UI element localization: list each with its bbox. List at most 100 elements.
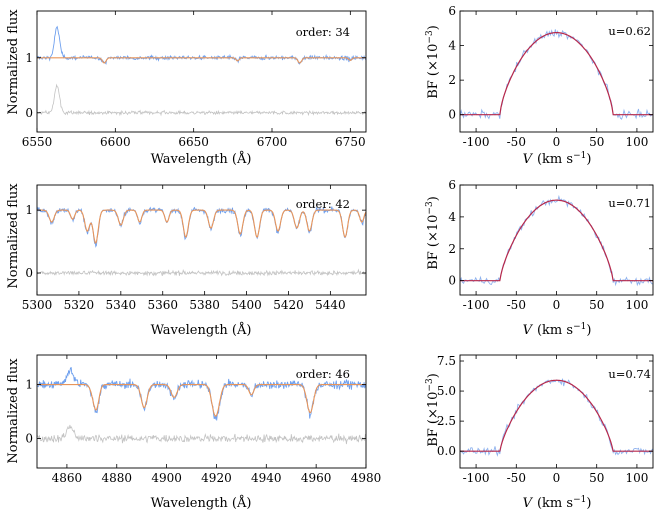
panel-annotation: u=0.62 xyxy=(608,24,651,38)
y-tick-label: 4 xyxy=(448,39,456,53)
right-ylabel-close: ) xyxy=(426,196,441,201)
x-tick-label: 4900 xyxy=(151,471,182,485)
y-tick-label: 1 xyxy=(25,51,33,65)
x-tick-label: 50 xyxy=(589,471,604,485)
y-tick-label: 7.5 xyxy=(437,354,456,368)
right-xlabel-var: V xyxy=(523,496,534,511)
right-xlabel-exp: −1 xyxy=(573,495,586,505)
x-tick-label: 100 xyxy=(625,135,648,149)
x-tick-label: -100 xyxy=(463,135,490,149)
right-xlabel-row2: V (km s−1) xyxy=(523,322,592,338)
spectrum-order-34: 6550 6600 6650 6700 6750 0 1 order: 34 xyxy=(22,10,367,149)
broadening-function-3: -100 -50 0 50 100 0.0 2.5 5.0 7.5 u=0.74 xyxy=(437,354,654,485)
svg-text:V(km s−1): V (km s−1) xyxy=(523,322,592,338)
x-tick-label: 4960 xyxy=(301,471,332,485)
x-tick-label: 5300 xyxy=(22,298,53,312)
x-tick-label: 5420 xyxy=(273,298,304,312)
right-ylabel-exp: −3 xyxy=(425,378,435,392)
x-tick-label: 6700 xyxy=(257,135,288,149)
x-tick-label: 5320 xyxy=(64,298,95,312)
bf-model-series xyxy=(460,32,653,116)
bf-observed-series xyxy=(460,194,653,287)
panel-annotation: u=0.74 xyxy=(608,367,651,381)
right-ylabel-row3: BF (×10−3) xyxy=(425,373,441,447)
y-tick-label: 5.0 xyxy=(437,384,456,398)
right-xlabel-unit: (km s xyxy=(537,323,573,338)
panel-annotation: u=0.71 xyxy=(608,196,651,210)
right-xlabel-close: ) xyxy=(586,152,591,167)
svg-text:BF (×10−3): BF (×10−3) xyxy=(425,373,441,447)
broadening-function-1: -100 -50 0 50 100 0 2 4 6 u=0.62 xyxy=(448,4,654,149)
right-ylabel-row1: BF (×10−3) xyxy=(425,25,441,99)
y-tick-label: 1 xyxy=(25,203,33,217)
plot-area xyxy=(37,206,366,277)
right-xlabel-exp: −1 xyxy=(573,322,586,332)
x-tick-label: 0 xyxy=(553,471,561,485)
spectrum-order-42: 5300 5320 5340 5360 5380 5400 5420 5440 0 1 order:… xyxy=(22,184,367,312)
right-xlabel-var: V xyxy=(523,323,534,338)
x-tick-label: 4920 xyxy=(201,471,232,485)
x-tick-label: -100 xyxy=(463,471,490,485)
y-tick-label: 0 xyxy=(448,108,456,122)
y-tick-label: 2 xyxy=(448,73,456,87)
x-tick-label: 6650 xyxy=(178,135,209,149)
x-tick-label: 5380 xyxy=(189,298,220,312)
right-xlabel-var: V xyxy=(523,152,534,167)
panel-annotation: order: 34 xyxy=(296,25,350,39)
x-tick-label: -50 xyxy=(507,471,526,485)
right-ylabel-close: ) xyxy=(426,25,441,30)
x-tick-label: 4980 xyxy=(351,471,382,485)
plot-area xyxy=(460,378,653,457)
right-ylabel-exp: −3 xyxy=(425,30,435,44)
x-tick-label: 0 xyxy=(553,298,561,312)
broadening-function-2: -100 -50 0 50 100 0 2 4 6 u=0.71 xyxy=(448,178,654,312)
x-tick-label: 6550 xyxy=(22,135,53,149)
left-xlabel-row2: Wavelength (Å) xyxy=(151,322,252,338)
y-tick-label: 6 xyxy=(448,178,456,192)
plot-frame xyxy=(36,184,367,296)
plot-frame xyxy=(36,354,367,469)
y-tick-label: 1 xyxy=(25,378,33,392)
x-tick-label: 4860 xyxy=(52,471,83,485)
y-tick-label: 0 xyxy=(448,274,456,288)
right-xlabel-row1: V (km s−1) xyxy=(523,151,592,167)
residual-series xyxy=(37,424,366,445)
y-tick-label: 2 xyxy=(448,242,456,256)
svg-text:BF (×10−3): BF (×10−3) xyxy=(425,196,441,270)
x-tick-label: 5400 xyxy=(231,298,262,312)
bf-model-series xyxy=(460,199,653,282)
right-xlabel-exp: −1 xyxy=(573,151,586,161)
spectrum-order-46: 4860 4880 4900 4920 4940 4960 4980 0 1 order: 46 xyxy=(25,354,382,485)
right-ylabel-close: ) xyxy=(426,373,441,378)
plot-area xyxy=(37,367,366,445)
right-ylabel-row2: BF (×10−3) xyxy=(425,196,441,270)
panel-annotation: order: 42 xyxy=(296,197,350,211)
svg-text:BF (×10−3): BF (×10−3) xyxy=(425,25,441,99)
left-ylabel-row3: Normalized flux xyxy=(6,358,21,464)
x-tick-label: 0 xyxy=(553,135,561,149)
right-ylabel-text: BF (×10 xyxy=(426,44,441,99)
bf-observed-series xyxy=(460,378,653,457)
x-tick-label: 4940 xyxy=(251,471,282,485)
plot-area xyxy=(460,194,653,287)
left-xlabel-row3: Wavelength (Å) xyxy=(151,495,252,511)
left-ylabel-row1: Normalized flux xyxy=(6,9,21,115)
x-tick-label: -50 xyxy=(507,298,526,312)
plot-area xyxy=(460,29,653,120)
bf-model-series xyxy=(460,379,653,452)
x-tick-label: -50 xyxy=(507,135,526,149)
right-ylabel-exp: −3 xyxy=(425,201,435,215)
x-tick-label: 5340 xyxy=(106,298,137,312)
model-series xyxy=(37,57,366,64)
observed-series xyxy=(37,25,366,65)
model-series xyxy=(37,209,366,244)
x-tick-label: 4880 xyxy=(101,471,132,485)
right-xlabel-unit: (km s xyxy=(537,496,573,511)
x-tick-label: 6600 xyxy=(100,135,131,149)
y-tick-label: 0 xyxy=(25,266,33,280)
plot-frame xyxy=(36,10,367,133)
y-tick-label: 4 xyxy=(448,210,456,224)
x-tick-label: 5360 xyxy=(147,298,178,312)
